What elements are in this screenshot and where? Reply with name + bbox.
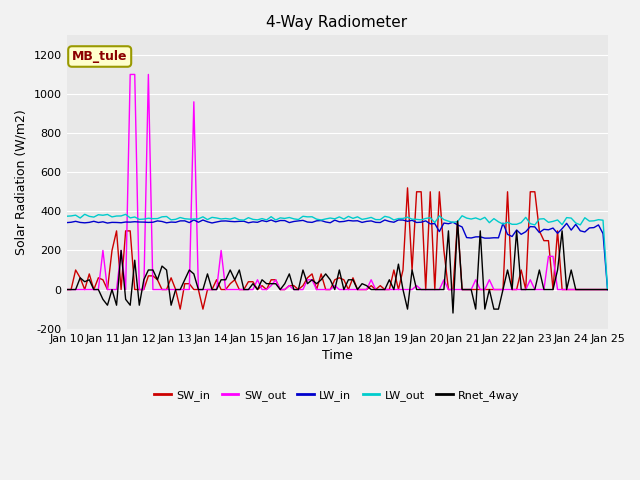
- SW_in: [404, 185, 412, 191]
- LW_in: [440, 220, 448, 226]
- SW_out: [590, 287, 598, 292]
- Rnet_4way: [604, 287, 611, 292]
- SW_out: [63, 287, 70, 292]
- SW_in: [604, 287, 611, 292]
- Line: SW_in: SW_in: [67, 188, 607, 309]
- SW_in: [499, 287, 507, 292]
- Rnet_4way: [449, 310, 457, 316]
- LW_in: [590, 225, 598, 230]
- SW_out: [126, 72, 134, 77]
- Rnet_4way: [595, 287, 602, 292]
- LW_out: [495, 219, 502, 225]
- SW_out: [495, 287, 502, 292]
- SW_in: [63, 287, 70, 292]
- Rnet_4way: [435, 287, 443, 292]
- LW_out: [63, 213, 70, 219]
- Y-axis label: Solar Radiation (W/m2): Solar Radiation (W/m2): [15, 109, 28, 255]
- LW_out: [212, 215, 220, 221]
- SW_out: [440, 277, 448, 283]
- Rnet_4way: [499, 287, 507, 292]
- SW_in: [595, 287, 602, 292]
- Rnet_4way: [363, 283, 371, 288]
- Line: SW_out: SW_out: [67, 74, 607, 289]
- SW_out: [604, 287, 611, 292]
- Text: MB_tule: MB_tule: [72, 50, 127, 63]
- X-axis label: Time: Time: [322, 349, 353, 362]
- LW_in: [367, 218, 375, 224]
- SW_in: [367, 283, 375, 288]
- LW_in: [190, 217, 198, 223]
- LW_in: [495, 235, 502, 240]
- Line: LW_out: LW_out: [67, 214, 607, 289]
- LW_in: [212, 219, 220, 225]
- SW_out: [212, 287, 220, 292]
- Rnet_4way: [177, 287, 184, 292]
- Legend: SW_in, SW_out, LW_in, LW_out, Rnet_4way: SW_in, SW_out, LW_in, LW_out, Rnet_4way: [150, 385, 524, 405]
- LW_in: [177, 218, 184, 224]
- LW_out: [440, 217, 448, 223]
- Rnet_4way: [63, 287, 70, 292]
- Title: 4-Way Radiometer: 4-Way Radiometer: [266, 15, 408, 30]
- LW_out: [590, 218, 598, 224]
- LW_in: [63, 220, 70, 226]
- Line: LW_in: LW_in: [67, 220, 607, 289]
- SW_in: [445, 287, 452, 292]
- SW_in: [212, 277, 220, 283]
- Rnet_4way: [454, 218, 461, 224]
- SW_out: [367, 277, 375, 283]
- LW_out: [81, 211, 88, 217]
- SW_in: [181, 281, 189, 287]
- LW_out: [181, 216, 189, 222]
- LW_out: [604, 287, 611, 292]
- SW_out: [181, 287, 189, 292]
- SW_in: [177, 306, 184, 312]
- Line: Rnet_4way: Rnet_4way: [67, 221, 607, 313]
- Rnet_4way: [208, 287, 216, 292]
- LW_out: [367, 215, 375, 220]
- LW_in: [604, 287, 611, 292]
